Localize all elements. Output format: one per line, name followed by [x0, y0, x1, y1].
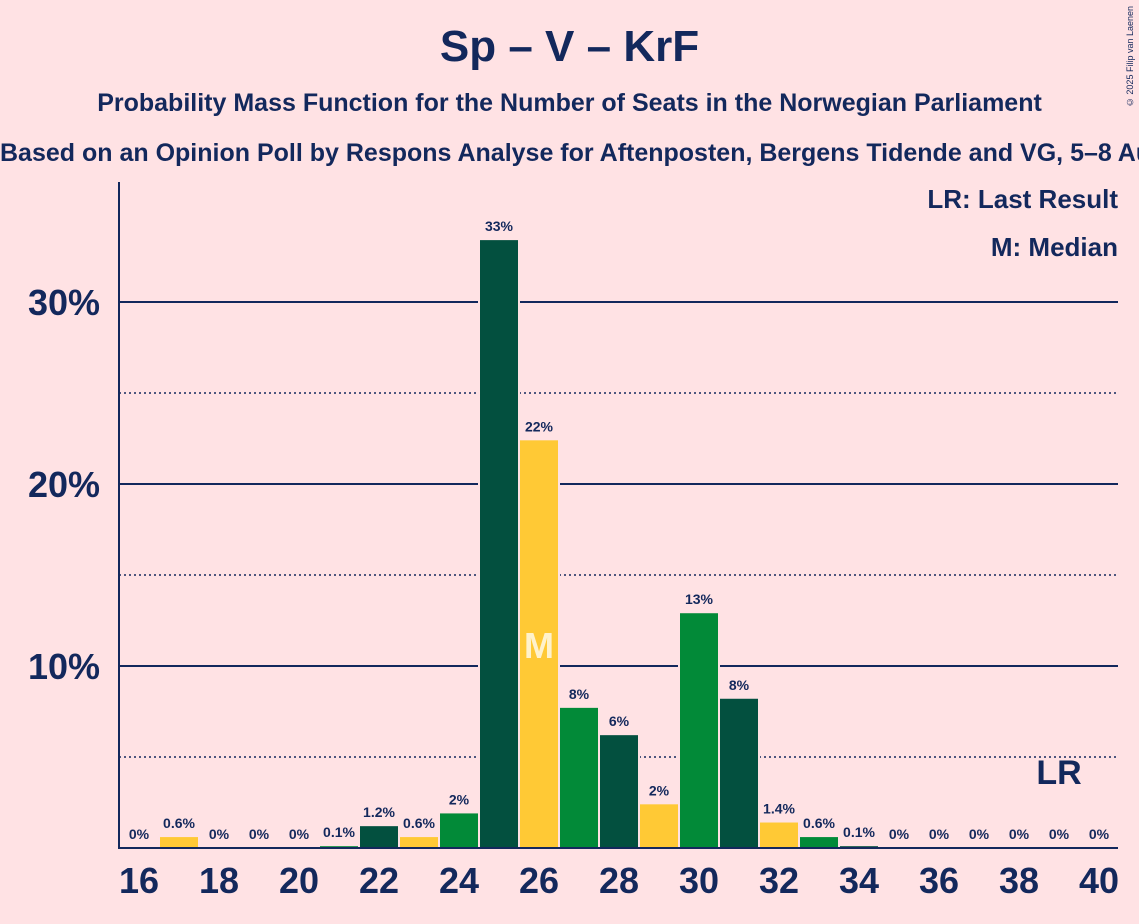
x-tick-label: 20 — [279, 860, 319, 901]
data-label: 0% — [889, 826, 910, 842]
y-tick-label: 30% — [28, 282, 100, 323]
data-label: 0.6% — [403, 815, 435, 831]
bar-seat-28 — [600, 735, 638, 848]
data-label: 33% — [485, 218, 514, 234]
bar-halo — [318, 844, 360, 848]
bar-seat-22 — [360, 826, 398, 848]
legend-last-result: LR: Last Result — [927, 184, 1118, 214]
legend-median: M: Median — [990, 232, 1118, 262]
data-label: 0% — [249, 826, 270, 842]
chart-source: Based on an Opinion Poll by Respons Anal… — [0, 139, 1139, 167]
x-tick-label: 36 — [919, 860, 959, 901]
bar-seat-31 — [720, 698, 758, 848]
bar-seat-23 — [400, 837, 438, 848]
data-label: 2% — [449, 791, 470, 807]
data-label: 0% — [209, 826, 230, 842]
bar-seat-26 — [520, 440, 558, 848]
data-label: 0% — [929, 826, 950, 842]
data-label: 1.2% — [363, 804, 395, 820]
chart-subtitle: Probability Mass Function for the Number… — [97, 89, 1042, 117]
bar-seat-30 — [680, 613, 718, 848]
x-tick-label: 38 — [999, 860, 1039, 901]
x-tick-label: 32 — [759, 860, 799, 901]
x-tick-label: 30 — [679, 860, 719, 901]
data-label: 0% — [129, 826, 150, 842]
data-label: 1.4% — [763, 801, 795, 817]
x-tick-label: 24 — [439, 860, 479, 901]
last-result-marker: LR — [1036, 754, 1081, 792]
bar-seat-32 — [760, 822, 798, 848]
bar-halo — [838, 844, 880, 848]
data-label: 6% — [609, 713, 630, 729]
data-label: 0% — [1089, 826, 1110, 842]
x-tick-label: 22 — [359, 860, 399, 901]
x-tick-label: 34 — [839, 860, 879, 901]
x-tick-label: 28 — [599, 860, 639, 901]
data-label: 0.1% — [323, 824, 355, 840]
bar-seat-24 — [440, 813, 478, 848]
x-tick-label: 18 — [199, 860, 239, 901]
data-label: 0% — [289, 826, 310, 842]
x-tick-label: 16 — [119, 860, 159, 901]
y-tick-label: 10% — [28, 646, 100, 687]
bar-seat-27 — [560, 707, 598, 848]
data-label: 0.6% — [803, 815, 835, 831]
data-label: 2% — [649, 782, 670, 798]
data-label: 8% — [569, 686, 590, 702]
data-label: 0% — [1049, 826, 1070, 842]
x-tick-label: 40 — [1079, 860, 1119, 901]
data-label: 0.1% — [843, 824, 875, 840]
data-label: 8% — [729, 677, 750, 693]
median-marker: M — [524, 625, 554, 666]
data-label: 0% — [969, 826, 990, 842]
data-label: 13% — [685, 591, 714, 607]
bar-seat-29 — [640, 804, 678, 848]
bar-seat-17 — [160, 837, 198, 848]
x-tick-label: 26 — [519, 860, 559, 901]
data-label: 0.6% — [163, 815, 195, 831]
chart-title: Sp – V – KrF — [439, 22, 700, 71]
data-label: 22% — [525, 418, 554, 434]
y-tick-label: 20% — [28, 464, 100, 505]
bar-seat-33 — [800, 837, 838, 848]
bar-seat-25 — [480, 240, 518, 848]
data-label: 0% — [1009, 826, 1030, 842]
